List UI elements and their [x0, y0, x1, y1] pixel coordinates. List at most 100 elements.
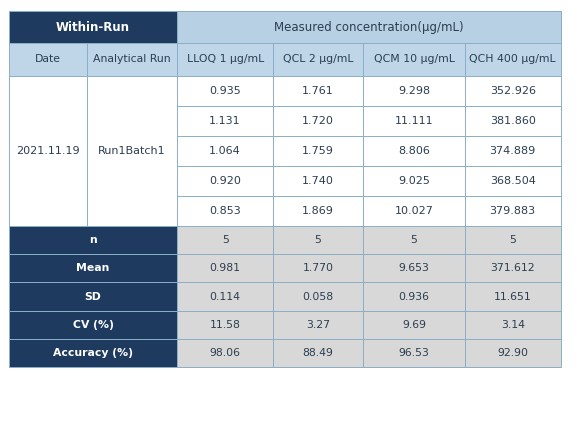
- Text: 381.860: 381.860: [490, 116, 536, 126]
- Bar: [465, 136, 561, 166]
- Bar: [177, 136, 273, 166]
- Bar: [363, 43, 465, 76]
- Text: 5: 5: [315, 235, 321, 245]
- Bar: [465, 339, 561, 367]
- Text: 379.883: 379.883: [490, 206, 536, 216]
- Bar: [9, 76, 87, 226]
- Text: QCH 400 μg/mL: QCH 400 μg/mL: [469, 54, 556, 65]
- Bar: [273, 226, 363, 254]
- Bar: [465, 282, 561, 311]
- Text: Mean: Mean: [76, 263, 110, 273]
- Text: 1.064: 1.064: [209, 146, 241, 156]
- Text: 0.935: 0.935: [209, 86, 241, 95]
- Bar: [363, 254, 465, 282]
- Text: 9.025: 9.025: [398, 176, 430, 186]
- Text: 5: 5: [411, 235, 417, 245]
- Text: Accuracy (%): Accuracy (%): [53, 348, 133, 358]
- Text: 1.869: 1.869: [302, 206, 334, 216]
- Text: 10.027: 10.027: [394, 206, 433, 216]
- Text: 0.981: 0.981: [210, 263, 241, 273]
- Bar: [363, 311, 465, 339]
- Bar: [363, 106, 465, 136]
- Text: 371.612: 371.612: [490, 263, 535, 273]
- Bar: [465, 226, 561, 254]
- Bar: [363, 196, 465, 226]
- Bar: [465, 76, 561, 106]
- Bar: [273, 311, 363, 339]
- Text: 9.298: 9.298: [398, 86, 430, 95]
- Text: n: n: [89, 235, 97, 245]
- Bar: [273, 136, 363, 166]
- Bar: [177, 76, 273, 106]
- Bar: [363, 136, 465, 166]
- Bar: [363, 76, 465, 106]
- Bar: [9, 11, 177, 43]
- Bar: [273, 106, 363, 136]
- Bar: [465, 254, 561, 282]
- Text: 9.69: 9.69: [402, 320, 426, 330]
- Text: 2021.11.19: 2021.11.19: [16, 146, 80, 156]
- Bar: [9, 311, 177, 339]
- Bar: [87, 43, 177, 76]
- Text: QCL 2 μg/mL: QCL 2 μg/mL: [283, 54, 353, 65]
- Text: 3.27: 3.27: [306, 320, 330, 330]
- Bar: [177, 106, 273, 136]
- Bar: [9, 254, 177, 282]
- Text: 1.720: 1.720: [302, 116, 334, 126]
- Text: 3.14: 3.14: [501, 320, 525, 330]
- Bar: [177, 196, 273, 226]
- Text: Run1Batch1: Run1Batch1: [98, 146, 166, 156]
- Text: 1.131: 1.131: [209, 116, 241, 126]
- Bar: [363, 282, 465, 311]
- Text: 96.53: 96.53: [399, 348, 429, 358]
- Text: 98.06: 98.06: [210, 348, 241, 358]
- Bar: [177, 339, 273, 367]
- Text: 5: 5: [510, 235, 516, 245]
- Text: LLOQ 1 μg/mL: LLOQ 1 μg/mL: [187, 54, 264, 65]
- Text: 88.49: 88.49: [303, 348, 333, 358]
- Text: Date: Date: [35, 54, 61, 65]
- Bar: [465, 106, 561, 136]
- Text: SD: SD: [84, 292, 102, 301]
- Text: 8.806: 8.806: [398, 146, 430, 156]
- Text: 1.740: 1.740: [302, 176, 334, 186]
- Bar: [363, 166, 465, 196]
- Bar: [177, 226, 273, 254]
- Bar: [177, 166, 273, 196]
- Bar: [465, 311, 561, 339]
- Text: 1.759: 1.759: [302, 146, 334, 156]
- Text: 5: 5: [222, 235, 228, 245]
- Text: 11.58: 11.58: [210, 320, 241, 330]
- Bar: [273, 339, 363, 367]
- Text: 11.651: 11.651: [494, 292, 532, 301]
- Bar: [273, 76, 363, 106]
- Text: 0.114: 0.114: [210, 292, 241, 301]
- Text: 1.770: 1.770: [303, 263, 333, 273]
- Text: CV (%): CV (%): [73, 320, 113, 330]
- Bar: [465, 196, 561, 226]
- Bar: [363, 226, 465, 254]
- Bar: [177, 282, 273, 311]
- Text: 9.653: 9.653: [399, 263, 429, 273]
- Bar: [273, 282, 363, 311]
- Text: Within-Run: Within-Run: [56, 21, 130, 34]
- Bar: [9, 282, 177, 311]
- Text: 1.761: 1.761: [302, 86, 334, 95]
- Text: 11.111: 11.111: [394, 116, 433, 126]
- Bar: [177, 311, 273, 339]
- Bar: [177, 11, 561, 43]
- Bar: [177, 254, 273, 282]
- Bar: [363, 339, 465, 367]
- Text: Measured concentration(μg/mL): Measured concentration(μg/mL): [274, 21, 464, 34]
- Text: 0.920: 0.920: [209, 176, 241, 186]
- Bar: [465, 43, 561, 76]
- Bar: [465, 166, 561, 196]
- Text: 0.058: 0.058: [303, 292, 333, 301]
- Bar: [273, 43, 363, 76]
- Text: 92.90: 92.90: [497, 348, 528, 358]
- Bar: [9, 339, 177, 367]
- Text: 368.504: 368.504: [490, 176, 536, 186]
- Text: Analytical Run: Analytical Run: [94, 54, 171, 65]
- Bar: [273, 254, 363, 282]
- Text: 0.936: 0.936: [399, 292, 429, 301]
